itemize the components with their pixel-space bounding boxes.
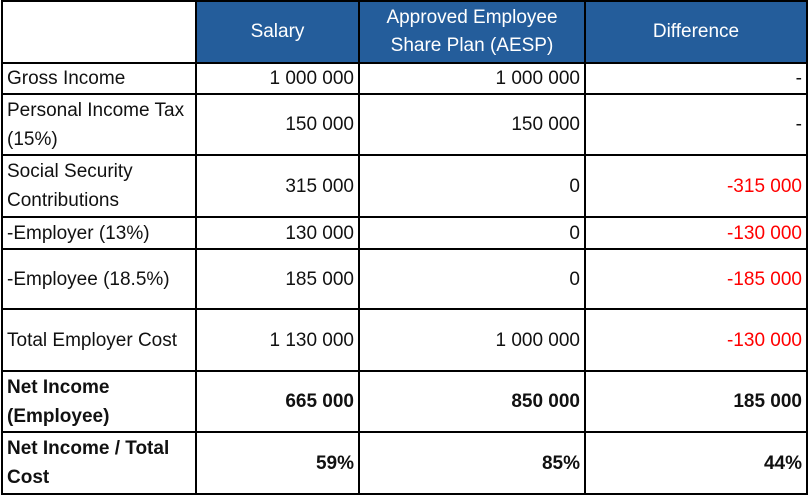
salary-cell: 59% (195, 431, 360, 495)
table-row: Net Income / Total Cost 59% 85% 44% (1, 431, 808, 495)
row-label: Gross Income (1, 62, 197, 95)
difference-cell: 185 000 (584, 370, 808, 433)
salary-cell: 665 000 (195, 370, 360, 433)
table-row: Total Employer Cost 1 130 000 1 000 000 … (1, 308, 808, 372)
header-blank (1, 0, 197, 64)
salary-cell: 1 000 000 (195, 62, 360, 95)
aesp-cell: 1 000 000 (358, 308, 586, 372)
salary-cell: 315 000 (195, 154, 360, 218)
difference-cell: -130 000 (584, 216, 808, 250)
salary-cell: 150 000 (195, 93, 360, 156)
table-row: Gross Income 1 000 000 1 000 000 - (1, 62, 808, 95)
row-label: Net Income (Employee) (1, 370, 197, 433)
difference-cell: 44% (584, 431, 808, 495)
table-row: -Employee (18.5%) 185 000 0 -185 000 (1, 248, 808, 310)
aesp-cell: 0 (358, 154, 586, 218)
row-label: Net Income / Total Cost (1, 431, 197, 495)
aesp-cell: 1 000 000 (358, 62, 586, 95)
header-row: Salary Approved Employee Share Plan (AES… (1, 0, 808, 64)
row-label: -Employer (13%) (1, 216, 197, 250)
aesp-cell: 850 000 (358, 370, 586, 433)
aesp-cell: 150 000 (358, 93, 586, 156)
difference-cell: - (584, 62, 808, 95)
table-row: Personal Income Tax (15%) 150 000 150 00… (1, 93, 808, 156)
aesp-cell: 85% (358, 431, 586, 495)
salary-cell: 185 000 (195, 248, 360, 310)
table-row: Net Income (Employee) 665 000 850 000 18… (1, 370, 808, 433)
difference-cell: -130 000 (584, 308, 808, 372)
header-salary: Salary (195, 0, 360, 64)
difference-cell: - (584, 93, 808, 156)
salary-cell: 130 000 (195, 216, 360, 250)
row-label: Social Security Contributions (1, 154, 197, 218)
table-row: Social Security Contributions 315 000 0 … (1, 154, 808, 218)
table-row: -Employer (13%) 130 000 0 -130 000 (1, 216, 808, 250)
difference-cell: -315 000 (584, 154, 808, 218)
salary-cell: 1 130 000 (195, 308, 360, 372)
difference-cell: -185 000 (584, 248, 808, 310)
row-label: Total Employer Cost (1, 308, 197, 372)
row-label: -Employee (18.5%) (1, 248, 197, 310)
header-aesp: Approved Employee Share Plan (AESP) (358, 0, 586, 64)
row-label: Personal Income Tax (15%) (1, 93, 197, 156)
aesp-cell: 0 (358, 216, 586, 250)
header-difference: Difference (584, 0, 808, 64)
aesp-cell: 0 (358, 248, 586, 310)
